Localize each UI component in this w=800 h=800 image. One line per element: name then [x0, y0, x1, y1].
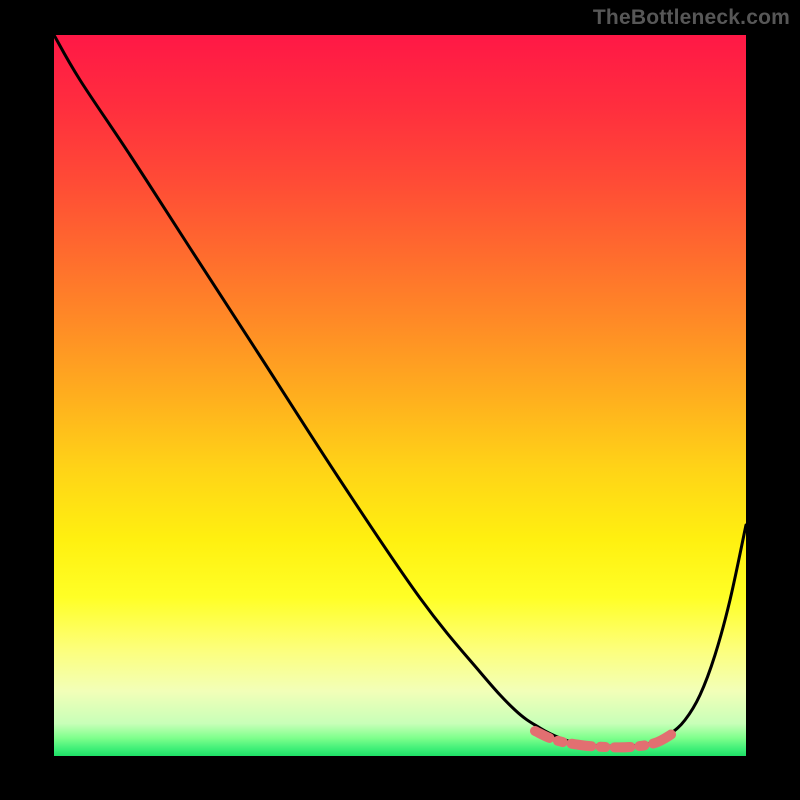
chart-svg [0, 0, 800, 800]
plot-background [54, 35, 746, 756]
chart-container: { "watermark": { "text": "TheBottleneck.… [0, 0, 800, 800]
watermark-text: TheBottleneck.com [593, 6, 790, 30]
